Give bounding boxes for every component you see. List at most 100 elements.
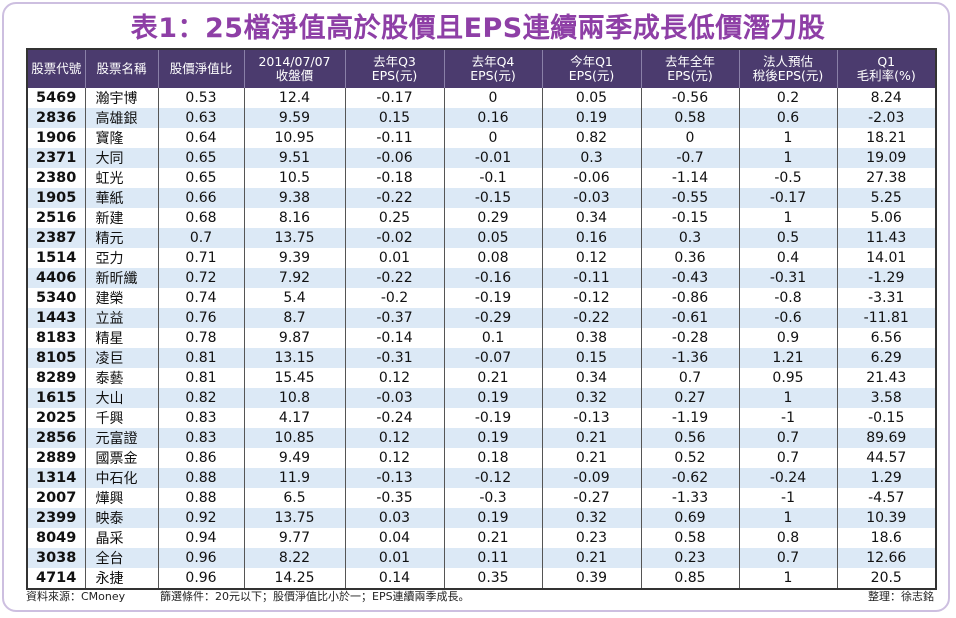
- cell: 6.56: [836, 328, 936, 348]
- cell: 0.12: [344, 448, 444, 468]
- cell: 6.5: [243, 488, 345, 508]
- cell: -0.1: [443, 168, 542, 188]
- cell: -0.3: [443, 488, 542, 508]
- header-text: 稅後EPS(元): [752, 68, 824, 83]
- cell: -0.09: [541, 468, 641, 488]
- cell: -0.28: [640, 328, 739, 348]
- cell: -0.15: [443, 188, 542, 208]
- cell: 1615: [26, 388, 85, 408]
- cell: 0.96: [157, 568, 244, 589]
- cell: -0.13: [541, 408, 641, 428]
- cell: 0.01: [344, 548, 444, 568]
- cell: 2889: [26, 448, 85, 468]
- cell: 0.65: [157, 168, 244, 188]
- cell: 2516: [26, 208, 85, 228]
- row: 2387 精元 0.7 13.75 -0.02 0.05 0.16 0.3 0.5 11.43: [26, 228, 936, 248]
- cell: 映泰: [84, 508, 158, 528]
- cell: 瀚宇博: [84, 88, 158, 108]
- cell: 2856: [26, 428, 85, 448]
- cell: 9.87: [243, 328, 345, 348]
- cell: 2371: [26, 148, 85, 168]
- cell: 11.9: [243, 468, 345, 488]
- cell: 0.12: [541, 248, 641, 268]
- cell: 9.38: [243, 188, 345, 208]
- row: 1615 大山 0.82 10.8 -0.03 0.19 0.32 0.27 1 3.58: [26, 388, 936, 408]
- cell: -0.31: [344, 348, 444, 368]
- cell: 5340: [26, 288, 85, 308]
- row: 8105 凌巨 0.81 13.15 -0.31 -0.07 0.15 -1.36 1.21 6.…: [26, 348, 936, 368]
- header-cell: 股價淨值比: [157, 49, 244, 88]
- cell: 0.19: [541, 108, 641, 128]
- cell: 0.76: [157, 308, 244, 328]
- cell: 10.39: [836, 508, 936, 528]
- cell: -1.29: [836, 268, 936, 288]
- header-text: 去年Q3: [373, 54, 416, 69]
- cell: 9.49: [243, 448, 345, 468]
- cell: 0.23: [640, 548, 739, 568]
- cell: 21.43: [836, 368, 936, 388]
- cell: -0.17: [344, 88, 444, 108]
- cell: 0.16: [541, 228, 641, 248]
- cell: 0.32: [541, 508, 641, 528]
- cell: -0.2: [344, 288, 444, 308]
- row: 2025 千興 0.83 4.17 -0.24 -0.19 -0.13 -1.19 -1 -0.1…: [26, 408, 936, 428]
- cell: 建榮: [84, 288, 158, 308]
- cell: 0.68: [157, 208, 244, 228]
- cell: 0.58: [640, 528, 739, 548]
- cell: 0: [443, 88, 542, 108]
- header-text: 股票代號: [31, 61, 82, 76]
- cell: -0.14: [344, 328, 444, 348]
- cell: 2007: [26, 488, 85, 508]
- cell: -0.18: [344, 168, 444, 188]
- cell: -0.5: [738, 168, 837, 188]
- cell: 0.25: [344, 208, 444, 228]
- cell: 0.81: [157, 348, 244, 368]
- cell: 1: [738, 128, 837, 148]
- cell: 2025: [26, 408, 85, 428]
- cell: 20.5: [836, 568, 936, 589]
- cell: 0.27: [640, 388, 739, 408]
- cell: 0.19: [443, 388, 542, 408]
- cell: 0.82: [541, 128, 641, 148]
- cell: -0.24: [738, 468, 837, 488]
- cell: -1: [738, 408, 837, 428]
- row: 3038 全台 0.96 8.22 0.01 0.11 0.21 0.23 0.7 12.66: [26, 548, 936, 568]
- cell: -0.19: [443, 288, 542, 308]
- cell: 0.69: [640, 508, 739, 528]
- cell: 全台: [84, 548, 158, 568]
- row: 2399 映泰 0.92 13.75 0.03 0.19 0.32 0.69 1 10.39: [26, 508, 936, 528]
- cell: 0.29: [443, 208, 542, 228]
- cell: 0.9: [738, 328, 837, 348]
- row: 8183 精星 0.78 9.87 -0.14 0.1 0.38 -0.28 0.9 6.56: [26, 328, 936, 348]
- cell: 10.95: [243, 128, 345, 148]
- cell: 4406: [26, 268, 85, 288]
- cell: 0.58: [640, 108, 739, 128]
- cell: 虹光: [84, 168, 158, 188]
- cell: -0.56: [640, 88, 739, 108]
- cell: 2380: [26, 168, 85, 188]
- row: 2007 燁興 0.88 6.5 -0.35 -0.3 -0.27 -1.33 -1 -4.57: [26, 488, 936, 508]
- row: 4714 永捷 0.96 14.25 0.14 0.35 0.39 0.85 1 20.5: [26, 568, 936, 589]
- cell: -2.03: [836, 108, 936, 128]
- cell: 0.7: [157, 228, 244, 248]
- cell: 5.06: [836, 208, 936, 228]
- cell: 8049: [26, 528, 85, 548]
- cell: -3.31: [836, 288, 936, 308]
- cell: -1.36: [640, 348, 739, 368]
- cell: 14.01: [836, 248, 936, 268]
- cell: 13.15: [243, 348, 345, 368]
- cell: -4.57: [836, 488, 936, 508]
- header-text: 今年Q1: [570, 54, 613, 69]
- cell: 6.29: [836, 348, 936, 368]
- cell: 大同: [84, 148, 158, 168]
- cell: -0.03: [344, 388, 444, 408]
- cell: -0.37: [344, 308, 444, 328]
- cell: 0.03: [344, 508, 444, 528]
- cell: -0.13: [344, 468, 444, 488]
- criteria: 篩選條件：20元以下；股價淨值比小於一；EPS連續兩季成長。: [160, 590, 470, 603]
- header-cell: 2014/07/07 收盤價: [243, 49, 345, 88]
- cell: -0.7: [640, 148, 739, 168]
- cell: 3038: [26, 548, 85, 568]
- cell: 5.25: [836, 188, 936, 208]
- cell: 0.36: [640, 248, 739, 268]
